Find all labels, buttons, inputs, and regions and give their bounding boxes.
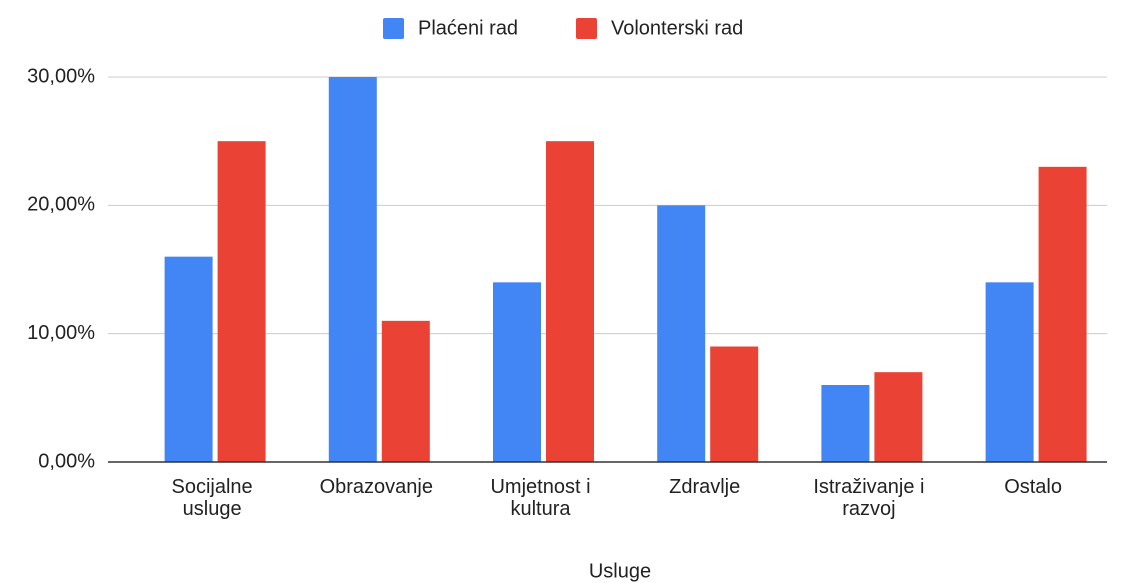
x-axis-label: Usluge [589,560,651,582]
bar [493,282,541,462]
y-tick-label: 10,00% [27,322,95,344]
y-tick-label: 20,00% [27,194,95,216]
bar [821,385,870,462]
bar [874,372,923,462]
x-tick-label: Ostalo [1004,476,1062,498]
x-tick-label: Zdravlje [669,476,741,498]
bar [985,282,1034,462]
x-tick-label: Obrazovanje [319,476,433,498]
legend-label: Volonterski rad [611,17,743,39]
legend-swatch [383,18,404,39]
bar [328,77,377,462]
y-tick-label: 0,00% [38,450,95,472]
bar [217,141,266,462]
legend-label: Plaćeni rad [418,17,518,39]
y-tick-label: 30,00% [27,65,95,87]
bar [657,205,706,463]
bar [381,320,430,462]
x-tick-label: Socijalne usluge [171,476,253,520]
x-tick-label: Umjetnost i kultura [490,476,591,520]
legend-swatch [576,18,597,39]
bar [1038,166,1087,463]
x-tick-label: Istraživanje i razvoj [813,476,925,520]
bar [710,346,759,462]
bar [546,141,594,462]
bar [164,256,213,462]
